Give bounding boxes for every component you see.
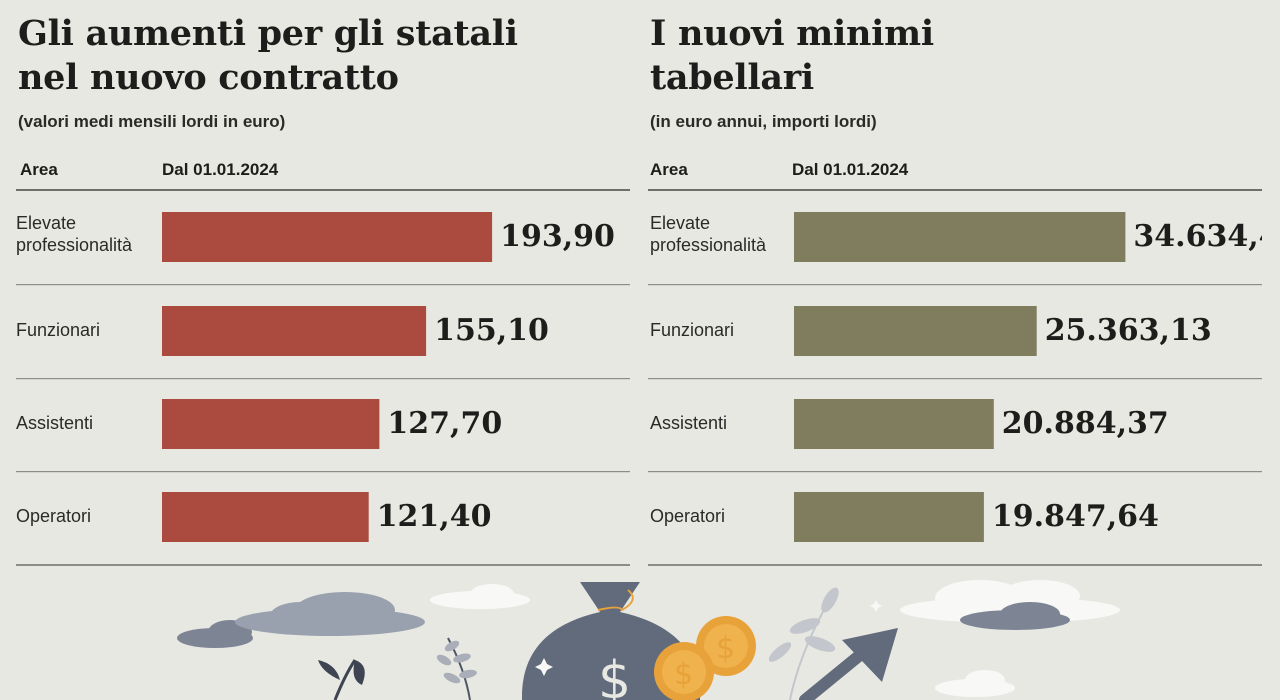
value-label: 19.847,64 — [992, 499, 1159, 534]
category-label: Operatori — [16, 506, 91, 526]
chart-panel-aumenti: Gli aumenti per gli statali nel nuovo co… — [16, 0, 630, 570]
bar — [162, 306, 427, 356]
value-label: 20.884,37 — [1002, 406, 1169, 441]
row-divider — [16, 378, 630, 380]
category-label: Elevate professionalità — [650, 213, 767, 255]
chart-panel-minimi: I nuovi minimi tabellari (in euro annui,… — [648, 0, 1262, 570]
coin-icon: $ — [654, 642, 714, 700]
cloud-icon — [935, 670, 1015, 697]
sparkle-icon — [870, 600, 882, 612]
row-divider — [16, 471, 630, 473]
cloud-icon — [177, 592, 425, 648]
category-label: Funzionari — [16, 320, 100, 340]
bar-chart-aumenti: Elevate professionalità 193,90 Funzionari 15… — [16, 212, 630, 566]
value-label: 121,40 — [377, 499, 492, 534]
svg-text:$: $ — [674, 657, 693, 692]
value-label: 155,10 — [434, 313, 549, 348]
value-label: 25.363,13 — [1045, 313, 1212, 348]
category-label: Assistenti — [650, 413, 727, 433]
chart-title: I nuovi minimi tabellari — [650, 13, 934, 98]
header-divider — [16, 189, 630, 191]
cloud-icon — [430, 584, 530, 609]
plant-leaves-icon — [318, 659, 365, 700]
column-header-area: Area — [650, 160, 688, 179]
category-label: Elevate professionalità — [16, 213, 133, 255]
value-label: 193,90 — [500, 219, 615, 254]
row-divider — [648, 564, 1262, 566]
bar — [162, 492, 369, 542]
bar — [794, 492, 984, 542]
category-label: Funzionari — [650, 320, 734, 340]
value-label: 34.634,49 — [1133, 219, 1262, 254]
row-divider — [16, 284, 630, 286]
svg-text:$: $ — [716, 631, 735, 666]
fern-icon — [436, 637, 477, 700]
sparkle-icon — [535, 658, 553, 676]
svg-text:$: $ — [598, 651, 631, 700]
bar — [794, 306, 1037, 356]
branch-icon — [768, 587, 839, 700]
category-label: Operatori — [650, 506, 725, 526]
trend-arrow-icon — [799, 628, 898, 700]
header-divider — [648, 189, 1262, 191]
bar — [794, 399, 994, 449]
chart-subtitle: (in euro annui, importi lordi) — [650, 112, 877, 131]
row-divider — [648, 471, 1262, 473]
value-label: 127,70 — [387, 406, 502, 441]
chart-subtitle: (valori medi mensili lordi in euro) — [18, 112, 286, 131]
category-label: Assistenti — [16, 413, 93, 433]
column-header-date: Dal 01.01.2024 — [162, 160, 279, 179]
bar — [162, 399, 380, 449]
column-header-date: Dal 01.01.2024 — [792, 160, 909, 179]
row-divider — [16, 564, 630, 566]
row-divider — [648, 284, 1262, 286]
bar — [794, 212, 1126, 262]
row-divider — [648, 378, 1262, 380]
chart-title: Gli aumenti per gli statali nel nuovo co… — [18, 13, 518, 98]
column-header-area: Area — [20, 160, 58, 179]
bar — [162, 212, 493, 262]
cloud-icon — [900, 580, 1120, 630]
finance-illustration: $ $ $ — [177, 580, 1120, 700]
